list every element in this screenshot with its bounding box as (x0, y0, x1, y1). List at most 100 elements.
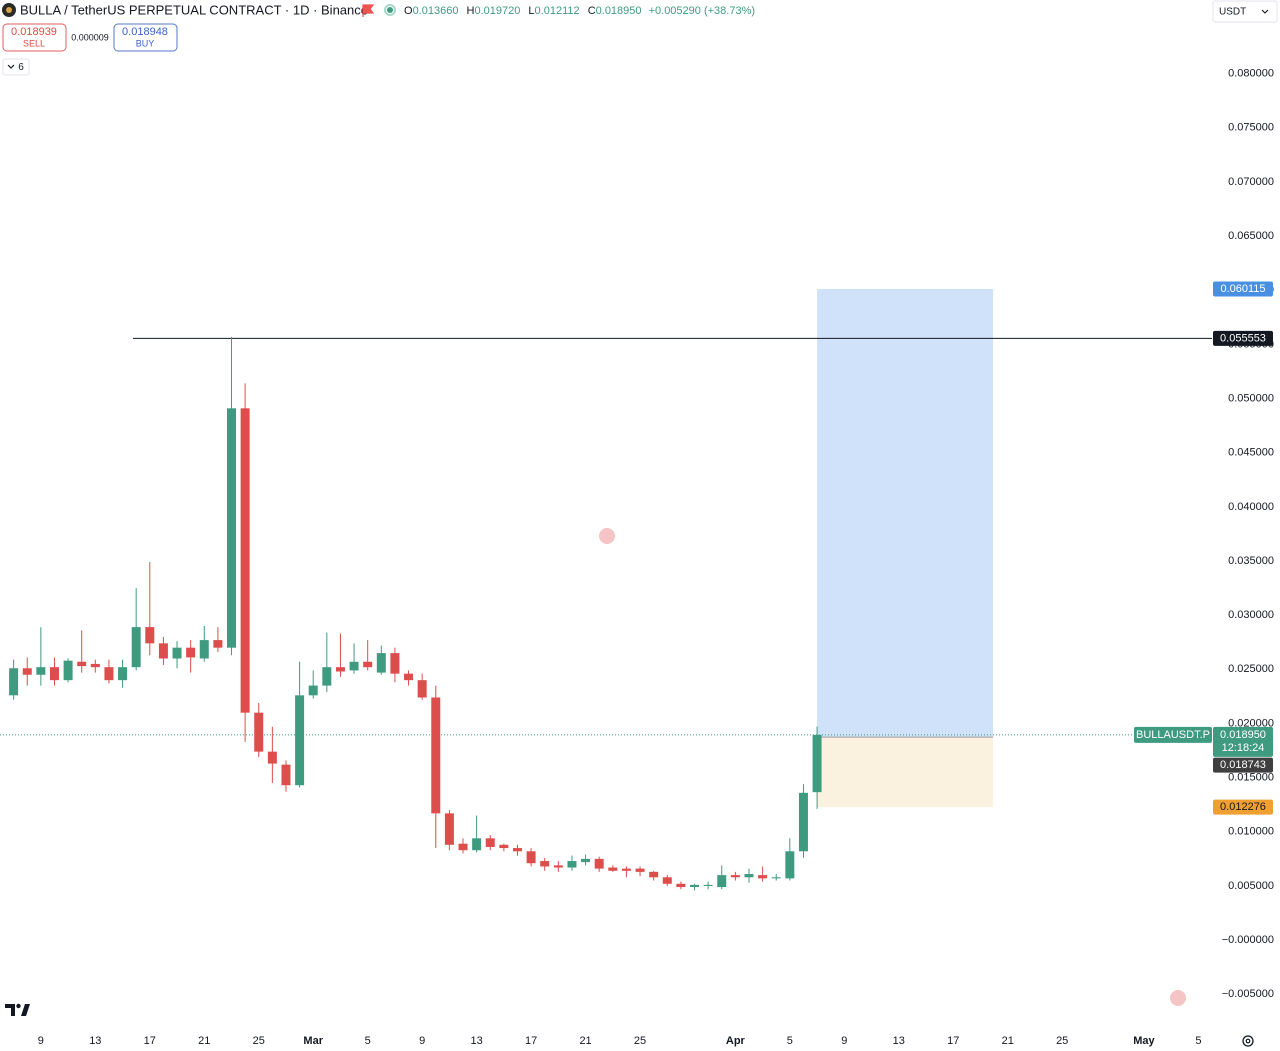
candle-body (335, 667, 345, 672)
x-tick-label: 25 (634, 1035, 646, 1047)
candle-body (363, 661, 373, 668)
candle-body (77, 661, 87, 667)
candle-body (240, 408, 250, 713)
x-tick-label: 21 (198, 1035, 210, 1047)
candle-body (417, 680, 427, 698)
candle-body (771, 877, 781, 879)
candle-body (540, 861, 550, 867)
y-tick-label: 0.005000 (1228, 880, 1274, 892)
y-tick-label: 0.040000 (1228, 501, 1274, 513)
candle-body (676, 883, 686, 888)
candle-body (594, 858, 604, 869)
candle-body (649, 871, 659, 878)
candle-body (104, 667, 114, 681)
candle-body (145, 627, 155, 644)
entry-tag-bg (1213, 757, 1273, 773)
candle-body (690, 884, 700, 888)
line-tag-bg (1213, 330, 1273, 346)
cursor-dot (599, 528, 615, 544)
candle-body (635, 868, 645, 872)
ohlc-value: 0.019720 (474, 5, 520, 17)
symbol-tag-bg (1134, 726, 1212, 743)
candle-body (281, 764, 291, 786)
x-tick-label: Mar (303, 1035, 323, 1047)
candle-body (199, 640, 209, 659)
candle-body (431, 697, 441, 814)
candle-body (812, 734, 822, 793)
cursor-dot (1170, 990, 1186, 1006)
candle-body (485, 838, 495, 847)
y-tick-label: 0.035000 (1228, 555, 1274, 567)
buy-label: BUY (136, 38, 155, 48)
target-tag: 0.060115 (1220, 283, 1265, 295)
y-tick-label: 0.075000 (1228, 122, 1274, 134)
candle-body (308, 685, 318, 696)
ohlc-value: 0.018950 (596, 5, 642, 17)
y-tick-label: 0.010000 (1228, 826, 1274, 838)
y-tick-label: 0.070000 (1228, 176, 1274, 188)
indicators-toggle[interactable] (2, 58, 30, 76)
candle-body (730, 875, 740, 878)
chevron (1261, 9, 1269, 14)
x-tick-label: 25 (1056, 1035, 1068, 1047)
status-ring (384, 4, 396, 16)
candle-body (458, 843, 468, 851)
x-tick-label: Apr (726, 1035, 746, 1047)
stop-tag: 0.012276 (1220, 801, 1266, 813)
plot-area (0, 289, 1212, 891)
candle-body (798, 792, 808, 852)
y-tick-label: 0.030000 (1228, 609, 1274, 621)
candle-body (444, 813, 454, 845)
ohlc-key: L (528, 5, 534, 17)
candle-body (49, 667, 59, 681)
candle-body (621, 868, 631, 871)
buy-price: 0.018948 (122, 26, 168, 38)
candle-body (227, 408, 236, 648)
candle-body (512, 848, 522, 852)
sell-button[interactable] (2, 23, 67, 52)
candle-body (703, 884, 713, 886)
candle-body (63, 660, 73, 681)
y-tick-label: −0.005000 (1222, 988, 1274, 1000)
ohlc-value: 0.012112 (535, 5, 580, 17)
symbol-logo-inner (6, 7, 12, 13)
currency-select[interactable] (1212, 0, 1278, 23)
candle-body (22, 668, 32, 675)
candle-body (172, 647, 182, 659)
entry-tag: 0.018743 (1220, 759, 1266, 771)
ohlc-key: C (588, 5, 596, 17)
chart-title[interactable]: BULLA / TetherUS PERPETUAL CONTRACT · 1D… (20, 2, 368, 17)
ohlc-legend: O0.013660 H0.019720 L0.012112 C0.018950 … (404, 5, 755, 17)
candle-body (349, 661, 359, 671)
candle-body (758, 875, 768, 879)
buy-button[interactable] (113, 23, 178, 52)
x-tick-label: 9 (419, 1035, 425, 1047)
candle-body (9, 668, 19, 696)
candle-body (499, 844, 509, 849)
candle-body (118, 667, 128, 681)
y-tick-label: 0.020000 (1228, 717, 1274, 729)
x-tick-label: 9 (841, 1035, 847, 1047)
candle-body (36, 667, 46, 675)
x-tick-label: 25 (253, 1035, 265, 1047)
change-value: +0.005290 (+38.73%) (649, 5, 755, 17)
candle-body (662, 877, 672, 884)
price-tag-bg (1213, 726, 1273, 757)
flag-icon[interactable] (362, 4, 375, 17)
position-stop-zone (817, 737, 994, 808)
candle-body (785, 851, 795, 879)
ohlc-value: 0.013660 (413, 5, 459, 17)
currency-label: USDT (1219, 7, 1246, 18)
x-tick-label: 5 (787, 1035, 793, 1047)
ohlc-key: O (404, 5, 413, 17)
candle-body (553, 865, 563, 868)
candle-body (322, 667, 332, 686)
position-target-zone (817, 289, 994, 738)
candle-body (581, 858, 591, 863)
candle-body (90, 663, 100, 668)
settings-icon[interactable] (1242, 1035, 1254, 1047)
x-tick-label: May (1133, 1035, 1155, 1047)
x-tick-label: 13 (893, 1035, 905, 1047)
